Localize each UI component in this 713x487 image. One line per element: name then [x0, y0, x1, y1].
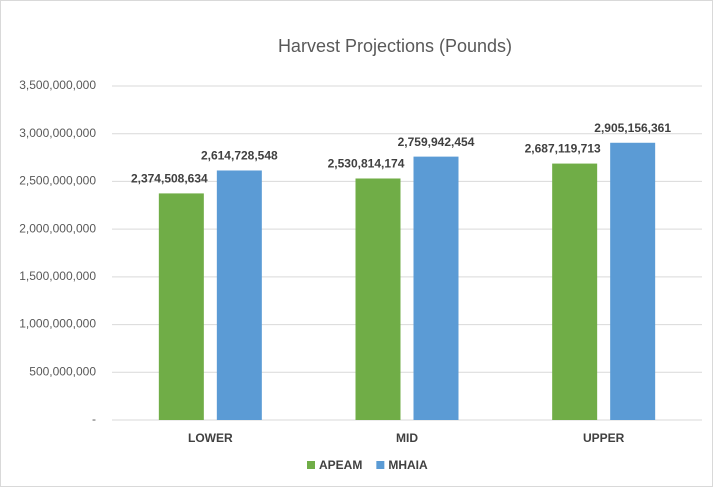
value-label: 2,759,942,454 — [398, 135, 475, 149]
y-tick-label: 1,000,000,000 — [19, 317, 96, 331]
x-tick-label: UPPER — [583, 431, 625, 445]
value-label: 2,530,814,174 — [328, 157, 405, 171]
y-tick-label: 3,000,000,000 — [19, 126, 96, 140]
value-label: 2,905,156,361 — [594, 121, 671, 135]
y-tick-label: 3,500,000,000 — [19, 78, 96, 92]
x-tick-label: MID — [396, 431, 418, 445]
chart-title: Harvest Projections (Pounds) — [278, 36, 512, 56]
bar — [552, 163, 598, 420]
legend-swatch — [307, 461, 315, 469]
legend-label: APEAM — [319, 458, 362, 472]
value-label: 2,687,119,713 — [525, 142, 601, 156]
bar — [413, 156, 459, 421]
value-label: 2,374,508,634 — [131, 172, 208, 186]
legend-label: MHAIA — [388, 458, 428, 472]
y-tick-label: - — [92, 412, 96, 426]
bar — [610, 142, 656, 420]
bar — [216, 170, 262, 420]
y-tick-label: 1,500,000,000 — [19, 269, 96, 283]
y-tick-label: 2,500,000,000 — [19, 174, 96, 188]
y-tick-label: 500,000,000 — [29, 364, 96, 378]
x-tick-label: LOWER — [188, 431, 233, 445]
legend-swatch — [376, 461, 385, 469]
bar — [158, 193, 204, 420]
bar — [355, 178, 401, 420]
value-label: 2,614,728,548 — [201, 149, 278, 163]
y-tick-label: 2,000,000,000 — [19, 221, 96, 235]
